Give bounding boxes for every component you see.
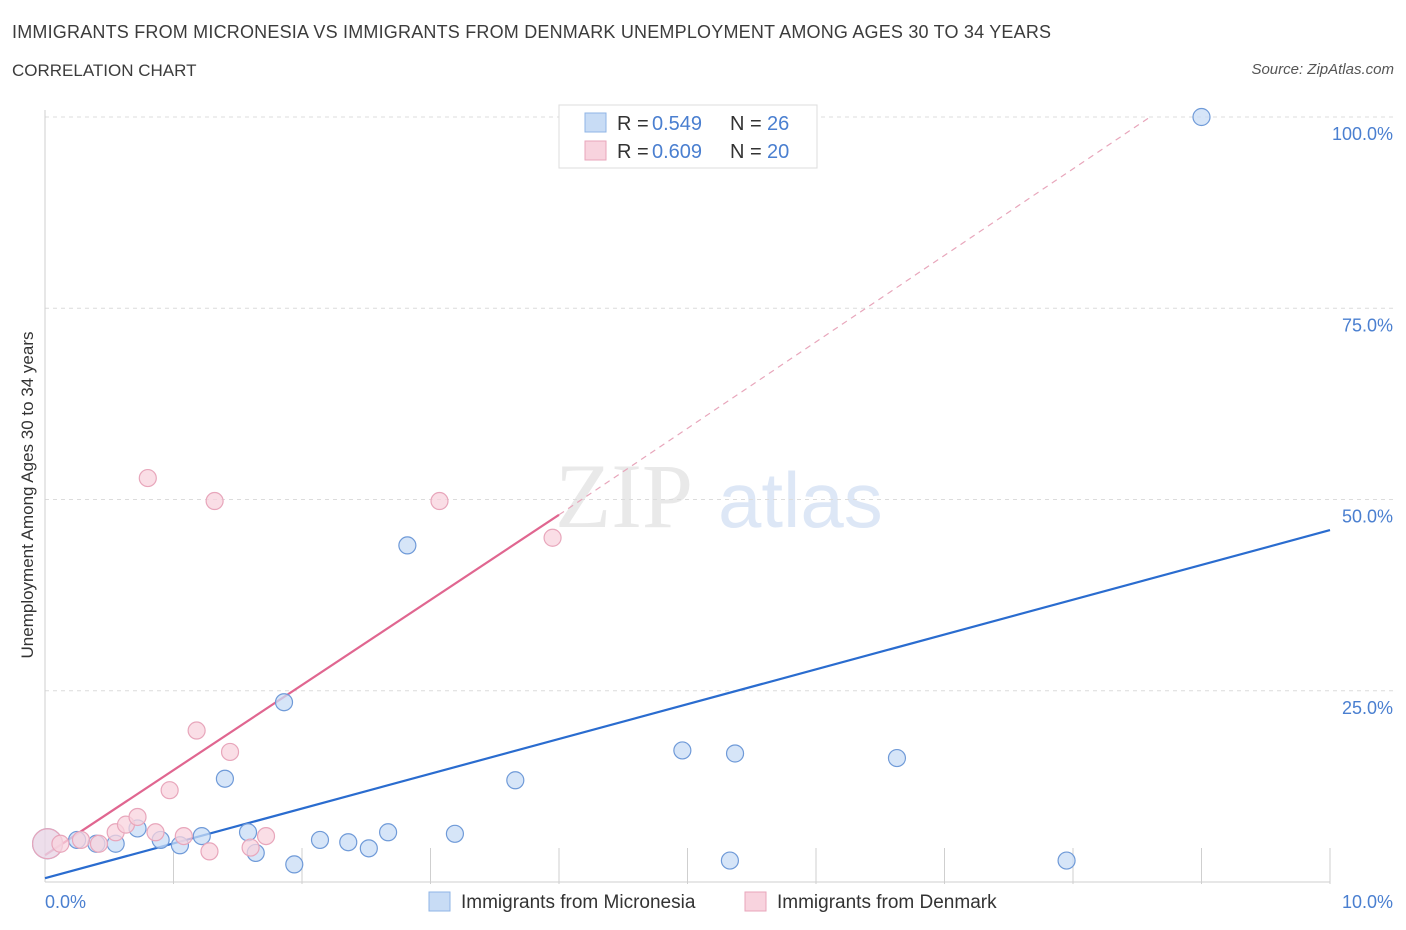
micronesia-point-25 (1192, 107, 1211, 127)
y-tick-label-75: 75.0% (1342, 315, 1393, 335)
y-tick-labels: 25.0% 50.0% 75.0% 100.0% (1332, 124, 1393, 718)
y-axis-label: Unemployment Among Ages 30 to 34 years (18, 332, 37, 659)
x-ticks (173, 848, 1331, 884)
x-tick-label-min: 0.0% (45, 892, 86, 912)
micronesia-point-17 (398, 536, 417, 555)
micronesia-point-24 (1057, 851, 1076, 870)
y-tick-label-100: 100.0% (1332, 124, 1393, 144)
micronesia-point-13 (310, 830, 330, 850)
chart-title: IMMIGRANTS FROM MICRONESIA VS IMMIGRANTS… (12, 22, 1052, 42)
denmark-point-7 (138, 468, 157, 488)
denmark-point-3 (89, 834, 109, 853)
micronesia-point-14 (339, 833, 358, 852)
denmark-point-18 (543, 528, 562, 547)
y-tick-label-25: 25.0% (1342, 698, 1393, 718)
denmark-point-1 (51, 834, 70, 853)
micronesia-point-22 (725, 744, 745, 763)
trend-line-denmark (44, 513, 560, 857)
trend-lines (44, 116, 1331, 880)
micronesia-point-7 (192, 826, 211, 846)
stats-r-value-pink: 0.609 (652, 141, 702, 163)
chart-subtitle: CORRELATION CHART (12, 61, 197, 80)
stats-n-value-pink: 20 (767, 141, 789, 163)
micronesia-point-15 (359, 839, 378, 858)
trend-line-denmark-extension (558, 116, 1151, 516)
micronesia-point-23 (887, 748, 907, 768)
stats-legend: R = 0.549 N = 26 R = 0.609 N = 20 (558, 104, 818, 169)
denmark-point-14 (220, 742, 240, 762)
bottom-legend-label-denmark: Immigrants from Denmark (777, 892, 997, 913)
stats-r-value-blue: 0.549 (652, 113, 702, 135)
denmark-point-9 (160, 781, 179, 800)
micronesia-point-18 (445, 824, 465, 843)
denmark-point-15 (241, 838, 260, 857)
micronesia-point-16 (378, 823, 398, 842)
micronesia-point-21 (720, 851, 740, 870)
source-label: Source: ZipAtlas.com (1251, 61, 1394, 78)
stats-r-label-blue: R = (617, 113, 649, 135)
micronesia-point-11 (274, 693, 294, 712)
micronesia-point-8 (215, 769, 234, 788)
bottom-legend-label-micronesia: Immigrants from Micronesia (461, 892, 696, 913)
denmark-point-6 (128, 807, 147, 827)
denmark-point-12 (200, 842, 219, 861)
series-denmark-points (31, 468, 562, 861)
trend-line-micronesia (44, 529, 1331, 880)
denmark-point-8 (146, 823, 165, 842)
denmark-point-11 (187, 721, 206, 740)
bottom-legend: Immigrants from Micronesia Immigrants fr… (428, 891, 997, 913)
denmark-point-17 (430, 491, 449, 511)
denmark-point-10 (174, 826, 193, 846)
denmark-point-16 (256, 826, 276, 846)
stats-n-value-blue: 26 (767, 113, 789, 135)
x-tick-label-max: 10.0% (1342, 892, 1393, 912)
bottom-legend-swatch-micronesia (428, 891, 451, 912)
bottom-legend-swatch-denmark (744, 891, 767, 912)
denmark-point-13 (205, 491, 224, 511)
micronesia-point-19 (506, 771, 525, 790)
watermark-zip: ZIP (555, 445, 693, 547)
micronesia-point-9 (238, 823, 258, 842)
denmark-point-2 (71, 830, 91, 850)
micronesia-point-12 (285, 855, 304, 874)
watermark: ZIP atlas (555, 445, 883, 547)
micronesia-point-20 (673, 741, 692, 760)
y-tick-label-50: 50.0% (1342, 507, 1393, 527)
stats-legend-swatch-pink (584, 140, 607, 161)
stats-n-label-pink: N = (730, 141, 762, 163)
stats-n-label-blue: N = (730, 113, 762, 135)
stats-r-label-pink: R = (617, 141, 649, 163)
stats-legend-swatch-blue (584, 112, 607, 133)
gridlines (45, 116, 1393, 692)
